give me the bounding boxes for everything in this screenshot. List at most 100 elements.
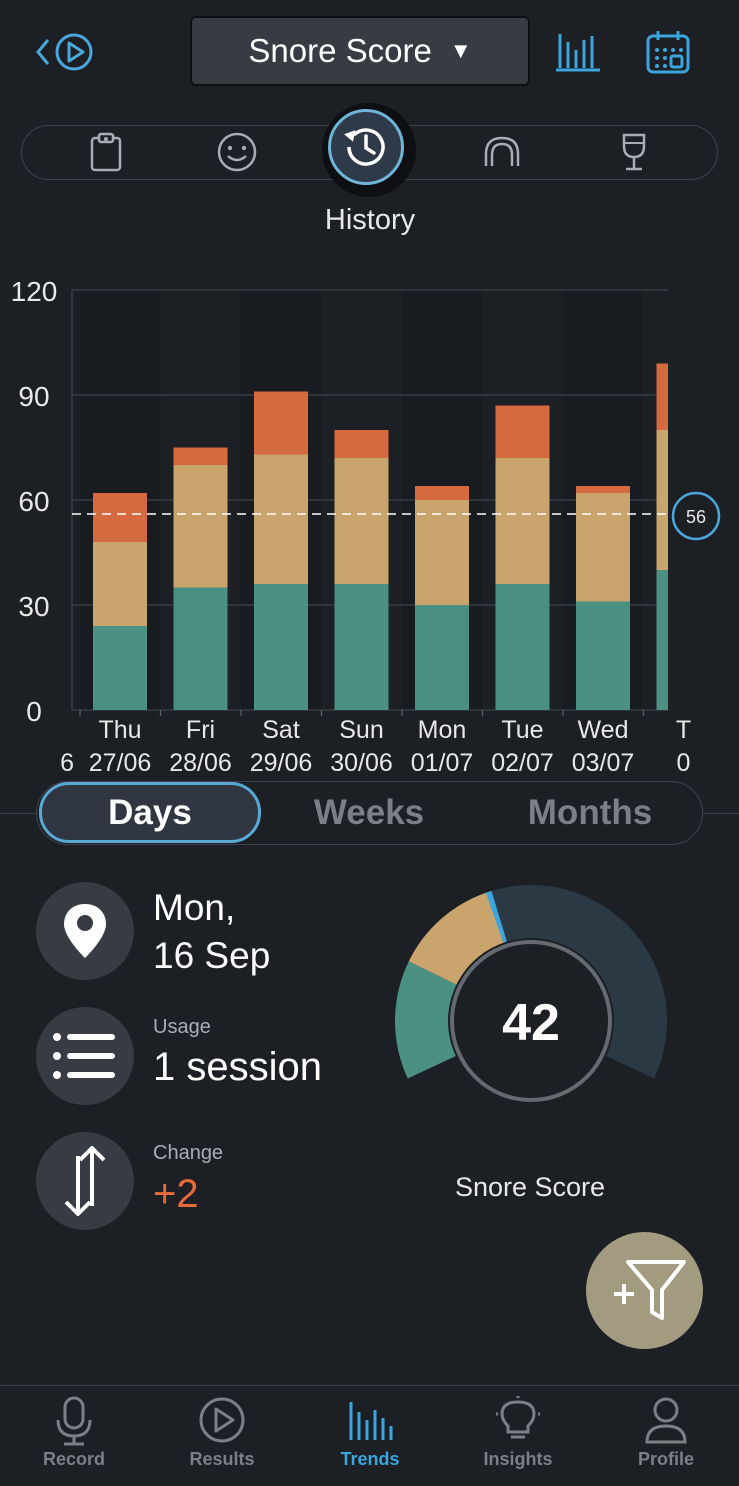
tab-insights-label: Insights [483, 1449, 553, 1469]
gauge-mid-segment [408, 891, 506, 986]
bar-segment [173, 447, 228, 465]
wine-glass-icon[interactable] [612, 130, 656, 174]
summary-date-line1: Mon, [153, 887, 236, 928]
bar-segment [656, 570, 668, 710]
x-tick-date-partial: 6 [60, 749, 74, 777]
bar-segment [93, 626, 147, 710]
y-tick-label: 0 [26, 696, 42, 727]
date-location-badge [36, 882, 134, 980]
change-label: Change [153, 1142, 224, 1164]
microphone-icon [56, 1396, 92, 1446]
snore-score-gauge: 42 [395, 885, 667, 1104]
gauge-low-segment [395, 961, 458, 1079]
bar-chart-icon[interactable] [554, 28, 602, 76]
x-tick-date: 02/07 [491, 749, 554, 777]
bar-segment [415, 500, 469, 605]
y-tick-label: 120 [11, 276, 58, 307]
bar-segment [254, 584, 308, 710]
x-tick-date: 28/06 [169, 749, 232, 777]
average-badge [671, 491, 721, 541]
metric-dropdown-label: Snore Score [248, 32, 432, 69]
bar-segment [254, 391, 308, 455]
range-option-days[interactable]: Days [39, 782, 261, 843]
y-tick-label: 90 [18, 381, 49, 412]
bar-segment [576, 493, 630, 602]
history-category[interactable] [322, 103, 416, 197]
gauge-center-ring [450, 940, 612, 1102]
x-tick-date: 27/06 [89, 749, 152, 777]
bar-chart-icon [349, 1402, 393, 1440]
tab-profile[interactable]: Profile [592, 1386, 739, 1486]
top-bar: Snore Score ▼ [0, 0, 739, 110]
x-tick-day: Sun [339, 716, 383, 744]
smiley-icon[interactable] [215, 130, 259, 174]
metric-dropdown[interactable]: Snore Score ▼ [190, 16, 530, 86]
x-tick-date: 03/07 [572, 749, 635, 777]
x-tick-date: 30/06 [330, 749, 393, 777]
x-tick-day: Thu [98, 716, 141, 744]
summary-date: Mon, 16 Sep [153, 884, 270, 980]
play-circle-icon [199, 1397, 245, 1443]
snore-score-bar-chart: 0306090120Thu27/06Fri28/06Sat29/06Sun30/… [11, 276, 721, 777]
x-tick-day: Fri [186, 716, 215, 744]
tab-insights[interactable]: Insights [444, 1386, 592, 1486]
bar-segment [334, 584, 389, 710]
tab-results-label: Results [189, 1449, 255, 1469]
x-tick-day: Wed [578, 716, 629, 744]
bar-segment [93, 493, 147, 542]
y-tick-label: 30 [18, 591, 49, 622]
bar-segment [576, 486, 630, 493]
usage-badge [36, 1007, 134, 1105]
bar-segment [334, 458, 389, 584]
bar-segment [173, 465, 228, 588]
summary-date-line2: 16 Sep [153, 935, 271, 976]
up-down-arrows-icon [64, 1146, 106, 1216]
clipboard-icon[interactable] [84, 130, 128, 174]
bar-segment [656, 363, 668, 430]
location-pin-icon [64, 904, 106, 958]
range-option-months[interactable]: Months [527, 793, 653, 832]
bar-segment [415, 605, 469, 710]
gauge-remaining-segment [491, 885, 667, 1079]
x-tick-day: Tue [501, 716, 543, 744]
lightbulb-icon [496, 1396, 540, 1439]
add-filter-icon [613, 1259, 686, 1320]
tab-trends-label: Trends [340, 1449, 400, 1469]
gauge-label: Snore Score [454, 1172, 606, 1202]
add-filter-button[interactable] [586, 1232, 703, 1349]
back-play-icon[interactable] [34, 32, 96, 72]
x-tick-date: 0 [677, 749, 691, 777]
x-tick-date: 01/07 [411, 749, 474, 777]
range-selector: Days Weeks Months [36, 781, 703, 845]
x-tick-day: Sat [262, 716, 300, 744]
x-tick-date: 29/06 [250, 749, 313, 777]
bar-segment [495, 584, 550, 710]
x-tick-day: T [676, 716, 691, 744]
list-icon [53, 1033, 115, 1079]
tab-record[interactable]: Record [0, 1386, 148, 1486]
usage-label: Usage [153, 1016, 211, 1038]
tab-results[interactable]: Results [148, 1386, 296, 1486]
change-value: +2 [153, 1172, 199, 1216]
usage-value: 1 session [153, 1045, 322, 1089]
person-icon [645, 1397, 687, 1444]
bar-segment [576, 601, 630, 710]
bar-segment [173, 587, 228, 710]
range-option-weeks[interactable]: Weeks [313, 793, 425, 832]
calendar-icon[interactable] [644, 28, 692, 76]
gauge-score-value: 42 [502, 994, 560, 1052]
x-tick-day: Mon [418, 716, 467, 744]
bar-segment [254, 454, 308, 584]
mouthguard-icon[interactable] [480, 130, 524, 174]
tab-record-label: Record [42, 1449, 105, 1469]
bar-segment [656, 430, 668, 570]
gauge-marker [485, 890, 508, 944]
change-badge [36, 1132, 134, 1230]
tab-trends[interactable]: Trends [296, 1386, 444, 1486]
bar-segment [93, 542, 147, 626]
bar-segment [334, 430, 389, 458]
bar-segment [415, 486, 469, 500]
history-icon [343, 128, 385, 166]
bar-segment [495, 405, 550, 458]
y-tick-label: 60 [18, 486, 49, 517]
